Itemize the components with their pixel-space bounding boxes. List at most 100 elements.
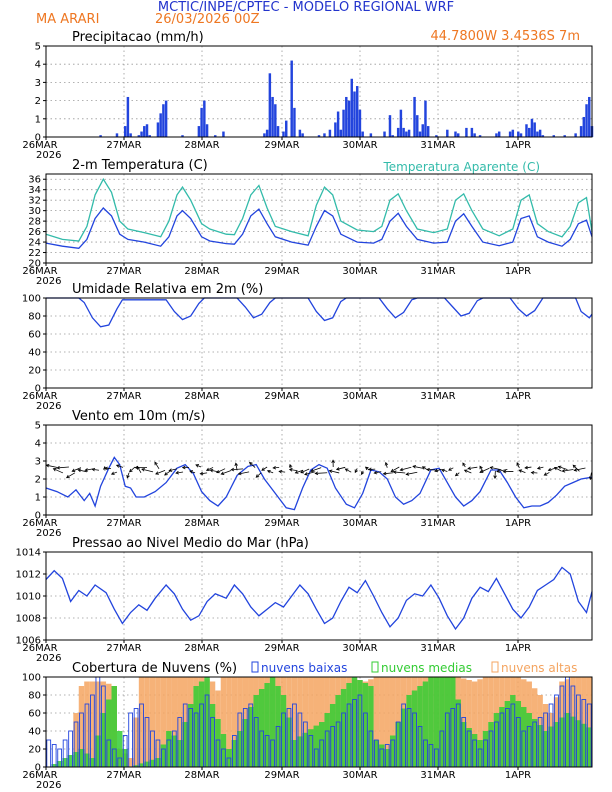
cloud-bar-mid: [488, 722, 494, 767]
panel-frame-temp: [45, 173, 593, 264]
wind-arrow: [57, 466, 69, 469]
station-name: MA ARARI: [36, 12, 99, 27]
cloud-bar-mid: [368, 686, 374, 767]
precip-bar: [508, 131, 512, 137]
cloud-bar-mid: [100, 713, 107, 767]
precip-bar: [402, 127, 405, 137]
wind-arrow-head: [360, 471, 365, 476]
wind-arrow: [126, 472, 130, 478]
wind-arrow: [72, 467, 82, 472]
x-tick-label: 29MAR: [264, 643, 299, 654]
wind-arrow: [406, 471, 418, 475]
cloud-bar-mid: [187, 704, 194, 767]
wind-arrow: [525, 466, 532, 469]
wind-arrow: [516, 462, 520, 469]
precip-bar: [339, 129, 343, 137]
cloud-bar-mid: [510, 695, 516, 767]
wind-arrow-head: [518, 469, 523, 473]
cloud-bar-high: [308, 677, 314, 767]
x-tick-label: 1APR: [505, 518, 531, 529]
wind-arrow: [400, 466, 412, 471]
cloud-bar-mid: [313, 725, 319, 767]
cloud-bar-mid: [346, 683, 352, 767]
cloud-bar-mid: [575, 720, 582, 767]
wind-arrow: [336, 466, 346, 470]
precip-bar: [478, 135, 482, 137]
y-tick-label: 1014: [16, 548, 41, 559]
precip-bar: [424, 100, 427, 137]
cloud-bar-high: [237, 677, 243, 767]
precip-bar: [530, 118, 534, 137]
precip-bar: [533, 122, 536, 137]
cloud-bar-high: [373, 677, 380, 767]
cloud-bar-mid: [570, 716, 576, 767]
cloud-bar-mid: [444, 677, 451, 767]
cloud-bar-mid: [308, 729, 314, 767]
wind-arrow-head: [572, 464, 577, 469]
cloud-bar-mid: [460, 722, 467, 767]
precip-bar: [274, 104, 277, 137]
cloud-bar-mid: [177, 740, 183, 767]
cloud-bar-mid: [286, 717, 292, 767]
cloud-bar-mid: [428, 677, 434, 767]
precip-bar: [579, 126, 583, 137]
precip-bar: [159, 113, 162, 137]
x-tick-label: 26MAR: [22, 391, 57, 402]
wind-arrow-head: [91, 467, 96, 472]
y-tick-label: 20: [28, 366, 41, 377]
cloud-bar-high: [297, 677, 303, 767]
wind-arrow-head: [557, 465, 562, 470]
wind-arrow-head: [155, 471, 159, 475]
wind-arrow-head: [189, 470, 193, 474]
precip-bar: [353, 91, 356, 137]
precip-bar: [527, 127, 531, 137]
cloud-bar-mid: [193, 686, 199, 767]
x-tick-label: 28MAR: [184, 391, 219, 402]
wind-arrow-head: [230, 467, 235, 472]
cloud-bar-high: [155, 677, 161, 767]
x-year-label: 2026: [36, 401, 61, 412]
precip-bar: [222, 131, 225, 137]
cloud-bar-mid: [389, 735, 396, 767]
y-tick-label: 40: [28, 727, 41, 738]
wind-arrow-head: [392, 470, 397, 474]
y-tick-label: 80: [28, 312, 41, 323]
cloud-bar-mid: [56, 761, 63, 767]
precip-bar: [164, 100, 168, 137]
panel-title-rh: Umidade Relativa em 2m (%): [72, 282, 263, 297]
cloud-bar-mid: [209, 704, 216, 767]
cloud-bar-mid: [237, 731, 243, 767]
precip-bar: [263, 133, 266, 137]
cloud-bar-high: [586, 677, 592, 767]
wind-arrow-head: [71, 468, 76, 472]
wind-arrow-head: [209, 468, 214, 473]
x-year-label: 2026: [36, 150, 61, 161]
x-tick-label: 26MAR: [22, 643, 57, 654]
cloud-bar-mid: [340, 689, 347, 767]
wind-arrow-head: [52, 468, 57, 472]
wind-arrow: [562, 469, 574, 472]
wind-arrow-head: [496, 469, 500, 473]
wind-arrow-head: [104, 466, 108, 471]
precip-bar: [293, 107, 296, 137]
precip-bar: [552, 135, 556, 137]
wind-arrow: [393, 471, 406, 474]
panel-frame-precip: [45, 45, 593, 138]
wind-arrow: [574, 467, 586, 471]
wind-arrow-head: [126, 474, 130, 479]
wind-arrow-head: [573, 468, 578, 472]
precip-bar: [421, 124, 424, 137]
precip-bar: [123, 126, 127, 137]
wind-arrow: [390, 466, 400, 472]
y-tick-label: 0: [35, 384, 41, 395]
precip-bar: [203, 100, 206, 137]
cloud-bar-high: [73, 713, 79, 767]
precip-bar: [563, 135, 566, 137]
cloud-bar-mid: [384, 749, 390, 767]
cloud-bar-mid: [450, 677, 456, 767]
cloud-bar-high: [466, 680, 472, 767]
precip-bar: [342, 109, 345, 137]
wind-arrow-head: [516, 462, 520, 466]
x-tick-label: 28MAR: [184, 770, 219, 781]
wind-arrow-head: [141, 468, 145, 472]
